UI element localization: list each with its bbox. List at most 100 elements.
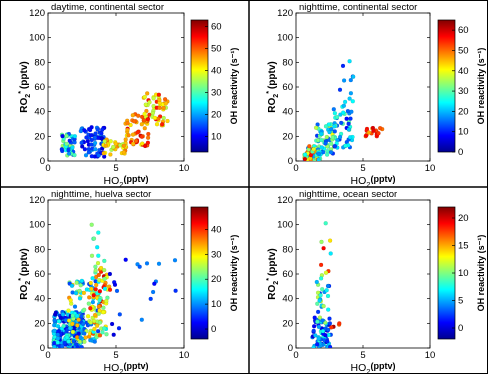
data-point (318, 276, 324, 281)
data-point (363, 133, 369, 138)
data-point (326, 307, 331, 312)
y-tick-label: 20 (34, 318, 45, 329)
data-point (82, 331, 87, 336)
data-point (70, 329, 76, 335)
data-point (157, 97, 162, 103)
x-tick-label: 10 (179, 350, 190, 361)
y-label-subscript: 2 (273, 94, 280, 98)
panel-title: nighttime, continental sector (299, 2, 417, 13)
y-tick-label: 60 (34, 82, 45, 93)
y-label-superscript: * (266, 278, 273, 281)
data-point (89, 222, 94, 227)
data-point (95, 260, 101, 266)
data-point (315, 309, 321, 315)
data-point (113, 141, 118, 146)
data-point (147, 100, 152, 105)
data-point (311, 147, 316, 152)
data-point (55, 332, 60, 337)
data-point (88, 306, 93, 311)
y-tick-label: 40 (282, 294, 293, 305)
y-tick-label: 120 (29, 195, 45, 206)
y-tick-label: 80 (282, 244, 293, 255)
data-point (139, 134, 145, 139)
y-tick-label: 80 (34, 57, 45, 68)
data-point (95, 329, 101, 334)
data-point (136, 113, 141, 118)
data-point (59, 147, 64, 152)
data-point (142, 94, 147, 100)
data-point (311, 324, 317, 329)
data-point (317, 315, 323, 320)
data-point (328, 251, 333, 256)
y-label-unit: (pptv) (19, 61, 30, 89)
data-point (83, 153, 89, 158)
data-point (327, 238, 333, 243)
data-point (337, 87, 343, 92)
data-point (349, 109, 354, 114)
data-point (87, 127, 93, 133)
data-point (131, 141, 136, 146)
x-axis-label: HO2(pptv) (104, 361, 149, 374)
data-point (337, 134, 343, 140)
data-point (325, 293, 331, 299)
data-point (97, 320, 103, 325)
y-tick-label: 20 (282, 131, 293, 142)
data-point (142, 126, 147, 131)
colorbar-tick-label: 20 (458, 106, 469, 117)
data-point (331, 107, 336, 112)
data-point (107, 271, 113, 277)
data-point (56, 319, 62, 324)
data-point (145, 91, 150, 96)
x-tick-label: 5 (113, 350, 118, 361)
data-point (97, 298, 102, 303)
data-point (52, 340, 57, 346)
data-point (70, 313, 75, 318)
data-point (82, 339, 87, 344)
data-point (89, 142, 94, 147)
data-point (97, 333, 103, 338)
colorbar-label: OH reactivity (s⁻¹) (476, 48, 486, 125)
data-point (341, 110, 346, 115)
colorbar-tick-label: 0 (458, 147, 463, 158)
data-point (108, 139, 113, 144)
x-label-subscript: 2 (119, 367, 123, 374)
x-label-subscript: 2 (366, 367, 370, 374)
data-point (351, 74, 356, 79)
data-point (101, 310, 106, 315)
colorbar-tick-label: 30 (211, 249, 222, 260)
y-tick-label: 40 (34, 294, 45, 305)
y-label-main: RO (267, 284, 278, 299)
y-label-subscript: 2 (25, 281, 32, 285)
data-point (307, 144, 312, 149)
colorbar-tick-label: 40 (458, 66, 469, 77)
y-tick-label: 80 (34, 244, 45, 255)
y-label-superscript: * (18, 91, 25, 94)
y-tick-label: 100 (277, 220, 293, 231)
y-tick-label: 100 (277, 33, 293, 44)
data-point (108, 152, 113, 157)
data-point (90, 276, 95, 281)
data-point (116, 326, 122, 331)
colorbar-tick-label: 5 (458, 296, 463, 307)
y-label-superscript: * (266, 91, 273, 94)
data-point (332, 129, 337, 134)
y-tick-label: 0 (288, 156, 293, 167)
data-point (338, 112, 343, 117)
data-point (52, 323, 57, 328)
data-point (102, 286, 108, 291)
data-point (317, 298, 322, 303)
data-point (95, 245, 100, 250)
data-point (76, 317, 81, 322)
data-point (348, 116, 353, 121)
colorbar-tick-label: 10 (458, 127, 469, 138)
data-point (94, 282, 99, 288)
data-point (92, 312, 98, 318)
data-point (66, 339, 71, 344)
x-label-main: HO (351, 175, 367, 187)
data-point (72, 134, 78, 139)
y-axis-label: RO2* (pptv) (266, 248, 280, 299)
colorbar-tick-label: 50 (458, 45, 469, 56)
x-label-main: HO (351, 362, 367, 374)
